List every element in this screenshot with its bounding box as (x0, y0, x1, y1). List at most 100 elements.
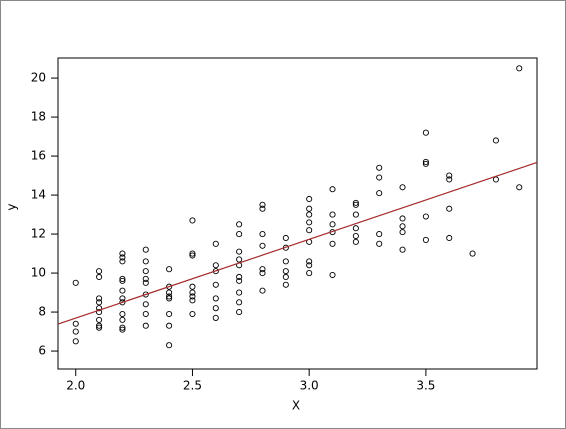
point (236, 231, 243, 238)
y-tick-label: 12 (31, 227, 46, 241)
point (469, 250, 476, 257)
point (352, 199, 359, 206)
point (236, 248, 243, 255)
point (119, 287, 126, 294)
point (96, 299, 103, 306)
y-tick-label: 16 (31, 149, 46, 163)
point (72, 279, 79, 286)
point (119, 310, 126, 318)
point (189, 293, 196, 300)
point (119, 258, 126, 265)
point (446, 205, 453, 212)
point (352, 201, 359, 208)
point (516, 65, 523, 72)
point (422, 236, 429, 243)
point (422, 160, 429, 167)
point (399, 215, 406, 222)
point (119, 299, 126, 306)
point (282, 273, 289, 281)
point (329, 211, 336, 218)
point (329, 221, 336, 228)
point (422, 129, 429, 136)
point (166, 310, 173, 318)
point (142, 246, 149, 253)
point (306, 205, 313, 212)
point (166, 293, 173, 300)
point (212, 305, 219, 312)
point (446, 172, 453, 179)
point (72, 320, 79, 327)
y-tick-label: 6 (38, 344, 46, 358)
point (96, 316, 103, 323)
point (166, 289, 173, 296)
point (282, 268, 289, 275)
point (72, 328, 79, 335)
point (96, 295, 103, 302)
point (189, 283, 196, 290)
point (96, 324, 103, 331)
point (119, 277, 126, 284)
point (329, 271, 336, 279)
y-axis-label: y (5, 203, 19, 210)
point (142, 275, 149, 282)
point (282, 281, 289, 288)
plot-box (57, 57, 538, 370)
point (189, 297, 196, 304)
point (142, 301, 149, 308)
point (306, 227, 313, 234)
x-tick-label: 2.0 (66, 379, 85, 393)
point (259, 242, 266, 249)
point (352, 232, 359, 240)
point (329, 186, 336, 193)
point (189, 217, 196, 224)
point (352, 225, 359, 232)
point (259, 266, 266, 273)
point (142, 258, 149, 265)
point (282, 258, 289, 265)
point (306, 219, 313, 226)
point (189, 250, 196, 257)
point (306, 270, 313, 277)
point (166, 266, 173, 273)
point (236, 299, 243, 306)
point (96, 273, 103, 281)
point (376, 190, 383, 197)
point (306, 262, 313, 269)
point (189, 252, 196, 259)
point (516, 184, 523, 191)
point (212, 240, 219, 247)
point (142, 310, 149, 318)
point (119, 295, 126, 302)
point (352, 211, 359, 218)
x-tick-label: 3.5 (416, 379, 435, 393)
x-tick-label: 3.0 (300, 379, 319, 393)
point (259, 270, 266, 277)
point (166, 283, 173, 290)
point (142, 322, 149, 329)
point (446, 176, 453, 183)
y-tick-label: 20 (31, 71, 46, 85)
point (236, 277, 243, 284)
point (259, 205, 266, 212)
point (399, 229, 406, 236)
point (212, 314, 219, 321)
point (119, 324, 126, 331)
point (259, 287, 266, 294)
point (166, 342, 173, 349)
point (96, 268, 103, 275)
point (212, 262, 219, 269)
y-tick-label: 18 (31, 110, 46, 124)
point (236, 256, 243, 263)
point (259, 201, 266, 208)
y-tick-label: 10 (31, 266, 46, 280)
y-tick-label: 8 (38, 305, 46, 319)
point (236, 289, 243, 296)
point (96, 322, 103, 329)
point (376, 240, 383, 247)
point (376, 164, 383, 171)
point (422, 158, 429, 165)
x-tick-label: 2.5 (183, 379, 202, 393)
